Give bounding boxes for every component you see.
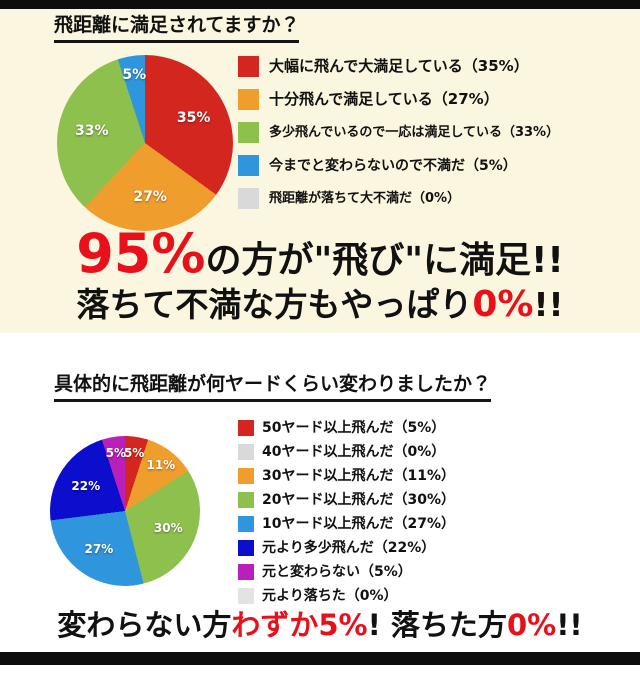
pie-percentage-label: 11% [146, 457, 176, 472]
bottom-black-bar [0, 652, 640, 665]
legend-label: 多少飛んでいるので一応は満足している（33%） [269, 125, 560, 140]
section1-title: 飛距離に満足されてますか？ [54, 14, 300, 43]
legend-item: 20ヤード以上飛んだ（30%） [238, 491, 455, 508]
satisfaction-pie-chart: 35% 27% 33% 5% [57, 55, 233, 231]
legend-label: 元より多少飛んだ（22%） [262, 539, 436, 556]
legend-label: 今までと変わらないので不満だ（5%） [269, 157, 517, 174]
section2-title: 具体的に飛距離が何ヤードくらい変わりましたか？ [54, 373, 492, 402]
yardage-survey-section: 具体的に飛距離が何ヤードくらい変わりましたか？ 5% 11% 30% 27% 22% 5%… [0, 333, 640, 652]
legend-color-swatch [238, 122, 259, 143]
legend-label: 十分飛んで満足している（27%） [269, 90, 499, 108]
legend-color-swatch [238, 89, 259, 110]
satisfaction-legend: 大幅に飛んで大満足している（35%） 十分飛んで満足している（27%） 多少飛んでい… [238, 56, 559, 209]
footer-headline: 変わらない方わずか5%! 落ちた方0%!! [0, 611, 640, 640]
legend-color-swatch [238, 563, 254, 580]
top-black-bar [0, 0, 640, 9]
legend-label: 元と変わらない（5%） [262, 563, 412, 580]
legend-color-swatch [238, 419, 254, 436]
text-run: !! [533, 285, 564, 324]
legend-item: 元より多少飛んだ（22%） [238, 539, 455, 556]
text-run: ! 落ちた方 [367, 608, 507, 642]
legend-item: 50ヤード以上飛んだ（5%） [238, 419, 455, 436]
legend-item: 元と変わらない（5%） [238, 563, 455, 580]
pie-percentage-label: 35% [176, 110, 211, 127]
pie-percentage-label: 27% [84, 542, 114, 557]
legend-item: 10ヤード以上飛んだ（27%） [238, 515, 455, 532]
legend-color-swatch [238, 155, 259, 176]
pie-percentage-label: 5% [123, 446, 145, 461]
legend-label: 飛距離が落ちて大不満だ（0%） [269, 191, 461, 206]
legend-label: 40ヤード以上飛んだ（0%） [262, 443, 446, 460]
legend-item: 多少飛んでいるので一応は満足している（33%） [238, 122, 559, 143]
yardage-pie-chart: 5% 11% 30% 27% 22% 5% [50, 436, 200, 586]
satisfaction-survey-section: 飛距離に満足されてますか？ 35% 27% 33% 5% 大幅に飛んで大満足している（… [0, 9, 640, 333]
pie-percentage-label: 5% [105, 446, 127, 461]
legend-item: 元より落ちた（0%） [238, 587, 455, 604]
legend-color-swatch [238, 188, 259, 209]
text-run: 変わらない方 [57, 608, 232, 642]
legend-label: 20ヤード以上飛んだ（30%） [262, 491, 455, 508]
legend-color-swatch [238, 587, 254, 604]
text-run: !! [556, 608, 583, 642]
pie-percentage-label: 5% [122, 67, 147, 84]
legend-item: 今までと変わらないので不満だ（5%） [238, 155, 559, 176]
text-run: 0% [506, 608, 557, 642]
legend-label: 大幅に飛んで大満足している（35%） [269, 57, 529, 75]
text-run: の方が"飛び"に満足!! [205, 240, 564, 281]
legend-item: 大幅に飛んで大満足している（35%） [238, 56, 559, 77]
pie-percentage-label: 30% [153, 521, 183, 536]
yardage-legend: 50ヤード以上飛んだ（5%） 40ヤード以上飛んだ（0%） 30ヤード以上飛んだ（1… [238, 419, 455, 604]
legend-item: 30ヤード以上飛んだ（11%） [238, 467, 455, 484]
pie-percentage-label: 33% [74, 123, 109, 140]
legend-color-swatch [238, 515, 254, 532]
legend-item: 十分飛んで満足している（27%） [238, 89, 559, 110]
legend-color-swatch [238, 491, 254, 508]
legend-color-swatch [238, 539, 254, 556]
legend-item: 飛距離が落ちて大不満だ（0%） [238, 188, 559, 209]
pie-percentage-label: 22% [71, 479, 101, 494]
legend-label: 50ヤード以上飛んだ（5%） [262, 419, 446, 436]
headline-95-percent: 95%の方が"飛び"に満足!! [0, 227, 640, 281]
legend-label: 10ヤード以上飛んだ（27%） [262, 515, 455, 532]
text-run: 0% [472, 284, 534, 325]
text-run: 落ちて不満な方もやっぱり [76, 285, 473, 324]
pie-percentage-label: 27% [133, 189, 167, 206]
legend-label: 元より落ちた（0%） [262, 587, 398, 604]
legend-color-swatch [238, 443, 254, 460]
legend-item: 40ヤード以上飛んだ（0%） [238, 443, 455, 460]
legend-color-swatch [238, 467, 254, 484]
legend-color-swatch [238, 56, 259, 77]
text-run: 95% [76, 222, 206, 285]
legend-label: 30ヤード以上飛んだ（11%） [262, 467, 455, 484]
text-run: わずか5% [231, 608, 368, 642]
headline-zero-percent: 落ちて不満な方もやっぱり0%!! [0, 287, 640, 323]
